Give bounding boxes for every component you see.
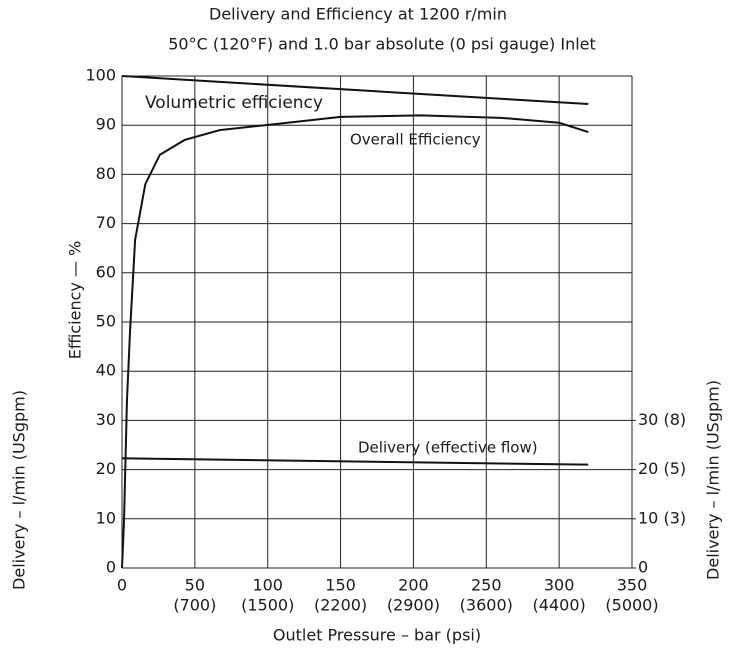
x-tick-sublabel: (3600) (460, 596, 513, 615)
y-tick-label: 40 (96, 361, 116, 380)
x-tick-sublabel: (1500) (241, 596, 294, 615)
y-tick-label: 30 (96, 410, 116, 429)
x-axis-label: Outlet Pressure – bar (psi) (273, 626, 481, 645)
y-tick-label: 70 (96, 213, 116, 232)
y-tick-label: 10 (96, 508, 116, 527)
y-tick-label: 100 (85, 66, 116, 85)
y-tick-label: 90 (96, 115, 116, 134)
x-tick-sublabel: (2200) (314, 596, 367, 615)
y2-axis-label: Delivery – l/min (USgpm) (704, 380, 723, 580)
series-line (121, 457, 589, 466)
y-tick-label: 60 (96, 262, 116, 281)
series-label: Overall Efficiency (350, 131, 481, 149)
y2-tick-label: 10 (3) (638, 508, 686, 527)
x-tick-sublabel: (5000) (605, 596, 658, 615)
x-tick-sublabel: (4400) (533, 596, 586, 615)
x-tick-label: 300 (544, 576, 575, 595)
y-tick-label: 50 (96, 312, 116, 331)
series-line (121, 114, 589, 569)
y-tick-label: 80 (96, 164, 116, 183)
y-tick-label: 20 (96, 459, 116, 478)
x-tick-label: 250 (471, 576, 502, 595)
y-axis-label: Efficiency — % (66, 241, 85, 359)
x-tick-label: 100 (252, 576, 283, 595)
series-label: Delivery (effective flow) (358, 439, 538, 457)
x-tick-label: 50 (185, 576, 205, 595)
chart-title: Delivery and Efficiency at 1200 r/min (209, 5, 507, 24)
left-axis-label: Delivery – l/min (USgpm) (10, 390, 29, 590)
series-label: Volumetric efficiency (145, 93, 323, 113)
x-tick-label: 0 (117, 576, 127, 595)
x-tick-sublabel: (2900) (387, 596, 440, 615)
y2-tick-label: 20 (5) (638, 459, 686, 478)
y-tick-label: 0 (106, 558, 116, 577)
y2-tick-label: 30 (8) (638, 410, 686, 429)
x-tick-label: 350 (617, 576, 648, 595)
x-tick-label: 150 (325, 576, 356, 595)
chart-subtitle: 50°C (120°F) and 1.0 bar absolute (0 psi… (168, 35, 596, 54)
x-tick-label: 200 (398, 576, 429, 595)
series-line (121, 75, 589, 106)
x-tick-sublabel: (700) (173, 596, 216, 615)
y2-tick-label: 0 (638, 558, 648, 577)
